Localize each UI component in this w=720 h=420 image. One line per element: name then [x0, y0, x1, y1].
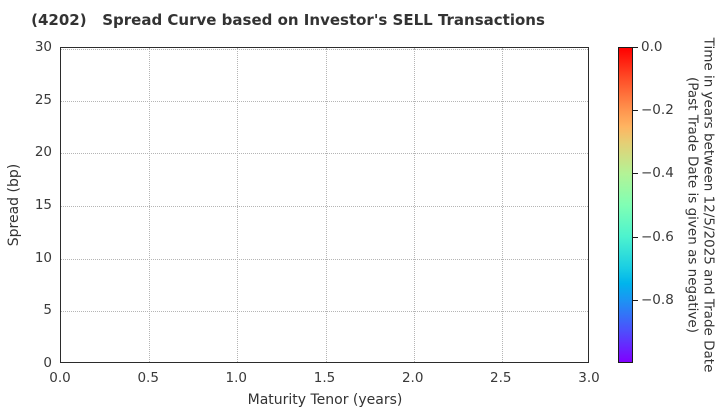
colorbar-label: Time in years between 12/5/2025 and Trad… [685, 37, 717, 373]
colorbar-tick [633, 110, 638, 112]
x-tick-label: 2.0 [401, 370, 424, 386]
colorbar-tick [633, 173, 638, 175]
gridline-horizontal [61, 311, 588, 313]
colorbar-label-line2: (Past Trade Date is given as negative) [685, 77, 701, 333]
gridline-horizontal [61, 206, 588, 207]
y-tick-label: 25 [34, 91, 52, 108]
gridline-vertical [149, 48, 151, 362]
x-tick-label: 1.5 [313, 370, 336, 386]
gridline-horizontal [61, 100, 588, 102]
colorbar-tick [633, 47, 638, 48]
x-tick-label: 0.0 [49, 370, 71, 386]
chart-title: (4202) Spread Curve based on Investor's … [31, 11, 545, 29]
colorbar-tick-label: −0.4 [641, 165, 674, 182]
gridline-vertical [413, 48, 415, 362]
y-tick-label: 10 [34, 249, 52, 266]
plot-area [60, 47, 589, 363]
colorbar-tick-label: −0.8 [641, 291, 674, 308]
gridline-horizontal [61, 153, 588, 155]
y-tick-label: 30 [34, 39, 52, 55]
gridline-horizontal [61, 258, 588, 260]
x-tick-label: 1.0 [225, 370, 248, 386]
y-tick-label: 0 [43, 355, 52, 371]
x-tick-label: 3.0 [578, 370, 600, 386]
gridline-horizontal [61, 49, 588, 50]
y-tick-label: 20 [34, 144, 52, 161]
x-axis-label: Maturity Tenor (years) [247, 392, 403, 408]
colorbar-gradient [618, 47, 633, 363]
colorbar-tick-label: −0.6 [641, 228, 674, 245]
gridline-vertical [237, 48, 239, 362]
colorbar-tick-label: −0.2 [641, 102, 674, 119]
colorbar-tick [633, 236, 638, 238]
y-tick-label: 15 [34, 197, 52, 213]
x-tick-label: 0.5 [137, 370, 159, 386]
x-tick-label: 2.5 [490, 370, 512, 386]
y-tick-label: 5 [43, 302, 52, 319]
colorbar-tick-label: 0.0 [641, 39, 663, 55]
gridline-vertical [501, 48, 503, 362]
colorbar-label-line1: Time in years between 12/5/2025 and Trad… [700, 37, 717, 373]
colorbar-tick [633, 299, 638, 301]
gridline-vertical [325, 48, 327, 362]
